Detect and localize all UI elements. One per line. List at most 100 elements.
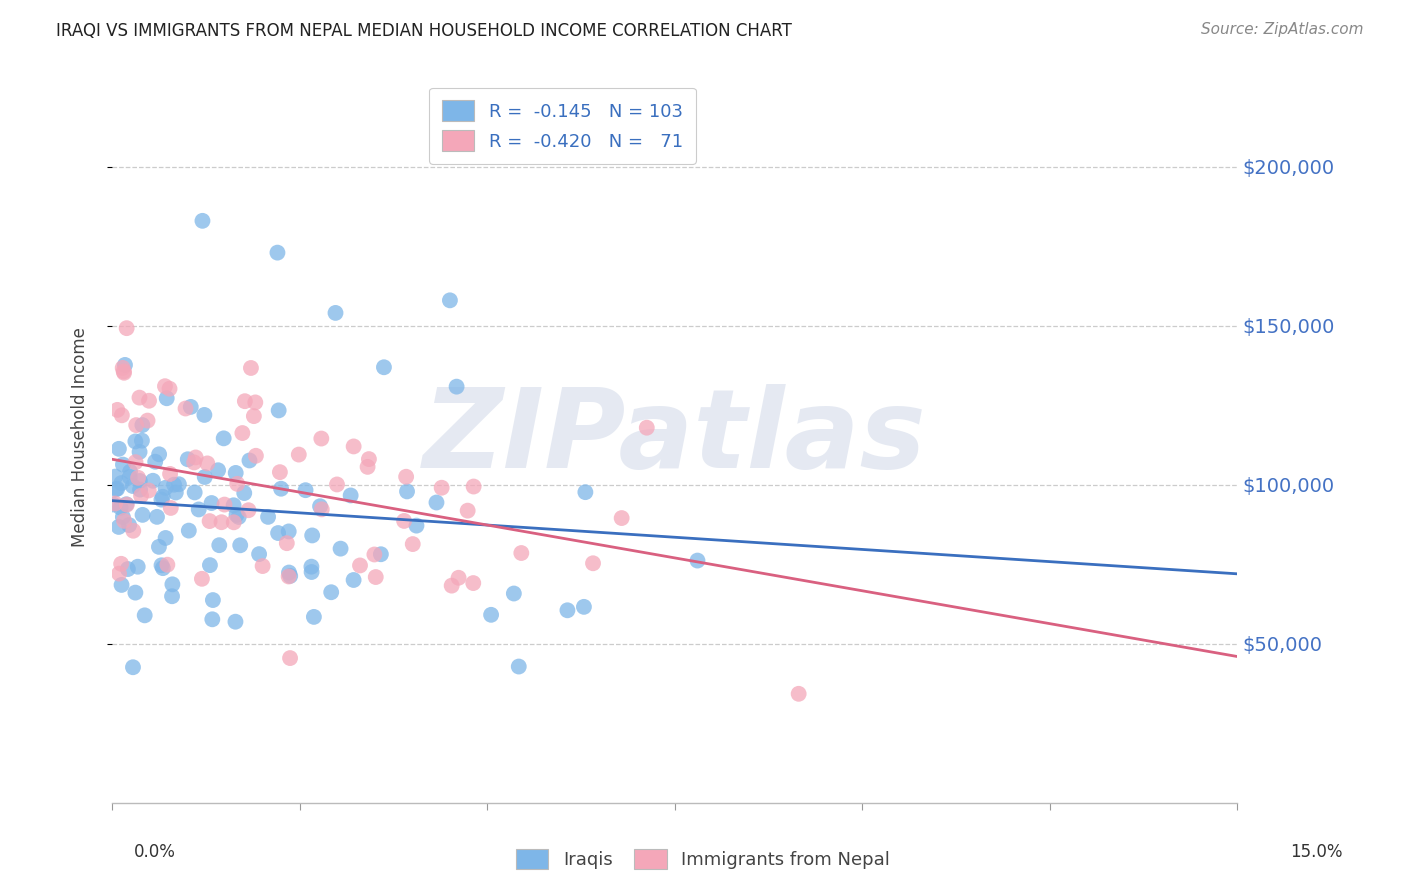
Point <box>222 516 245 530</box>
Point <box>114 358 136 372</box>
Point <box>108 442 131 456</box>
Point <box>502 586 524 600</box>
Point <box>108 566 131 581</box>
Point <box>110 557 132 571</box>
Point <box>373 360 395 375</box>
Point <box>610 511 633 525</box>
Point <box>198 558 221 573</box>
Point <box>105 402 128 417</box>
Point <box>143 455 166 469</box>
Point <box>111 510 134 524</box>
Point <box>446 379 468 393</box>
Point <box>440 579 463 593</box>
Point <box>121 479 143 493</box>
Point <box>124 434 146 449</box>
Point <box>156 391 179 405</box>
Point <box>177 452 200 467</box>
Point <box>107 520 129 534</box>
Point <box>117 562 139 576</box>
Point <box>115 498 138 512</box>
Point <box>457 503 479 517</box>
Point <box>222 498 245 512</box>
Point <box>155 481 177 495</box>
Point <box>229 538 252 552</box>
Point <box>194 470 217 484</box>
Point <box>356 459 378 474</box>
Point <box>195 457 218 471</box>
Point <box>103 498 125 512</box>
Point <box>148 447 170 461</box>
Point <box>395 484 418 499</box>
Point <box>228 510 250 524</box>
Legend: R =  -0.145   N = 103, R =  -0.420   N =   71: R = -0.145 N = 103, R = -0.420 N = 71 <box>429 87 696 164</box>
Point <box>363 548 385 562</box>
Point <box>276 536 298 550</box>
Point <box>301 565 323 579</box>
Point <box>125 418 148 433</box>
Point <box>191 572 214 586</box>
Point <box>288 448 311 462</box>
Point <box>131 508 153 522</box>
Point <box>159 467 181 481</box>
Point <box>174 401 197 416</box>
Point <box>245 449 267 463</box>
Text: IRAQI VS IMMIGRANTS FROM NEPAL MEDIAN HOUSEHOLD INCOME CORRELATION CHART: IRAQI VS IMMIGRANTS FROM NEPAL MEDIAN HO… <box>56 22 792 40</box>
Point <box>339 488 361 502</box>
Point <box>136 414 159 428</box>
Point <box>686 553 709 567</box>
Point <box>134 608 156 623</box>
Point <box>326 477 349 491</box>
Point <box>479 607 502 622</box>
Point <box>343 439 366 453</box>
Point <box>146 509 169 524</box>
Point <box>127 559 149 574</box>
Point <box>212 431 235 445</box>
Point <box>311 432 333 446</box>
Point <box>115 321 138 335</box>
Point <box>138 393 160 408</box>
Point <box>267 526 290 541</box>
Point <box>311 502 333 516</box>
Point <box>207 463 229 477</box>
Point <box>122 660 145 674</box>
Text: 0.0%: 0.0% <box>134 843 176 861</box>
Point <box>226 476 249 491</box>
Point <box>111 409 134 423</box>
Point <box>110 476 132 491</box>
Point <box>129 489 152 503</box>
Legend: Iraqis, Immigrants from Nepal: Iraqis, Immigrants from Nepal <box>508 839 898 879</box>
Point <box>225 466 247 480</box>
Point <box>150 492 173 507</box>
Text: Source: ZipAtlas.com: Source: ZipAtlas.com <box>1201 22 1364 37</box>
Point <box>180 400 202 414</box>
Point <box>124 455 146 469</box>
Point <box>105 482 128 496</box>
Point <box>193 408 215 422</box>
Point <box>239 361 262 376</box>
Point <box>112 366 135 380</box>
Point <box>177 524 200 538</box>
Point <box>463 576 485 591</box>
Point <box>131 434 153 448</box>
Point <box>122 524 145 538</box>
Point <box>463 479 485 493</box>
Point <box>142 474 165 488</box>
Point <box>247 547 270 561</box>
Y-axis label: Median Household Income: Median Household Income <box>70 327 89 547</box>
Point <box>425 495 447 509</box>
Point <box>187 502 209 516</box>
Point <box>636 420 658 434</box>
Text: 15.0%: 15.0% <box>1291 843 1343 861</box>
Point <box>325 306 347 320</box>
Point <box>183 485 205 500</box>
Point <box>138 483 160 498</box>
Point <box>302 610 325 624</box>
Point <box>104 496 127 510</box>
Point <box>364 570 387 584</box>
Point <box>278 566 301 580</box>
Point <box>112 514 135 528</box>
Point <box>238 453 260 467</box>
Point <box>225 508 247 522</box>
Point <box>163 477 186 491</box>
Point <box>557 603 579 617</box>
